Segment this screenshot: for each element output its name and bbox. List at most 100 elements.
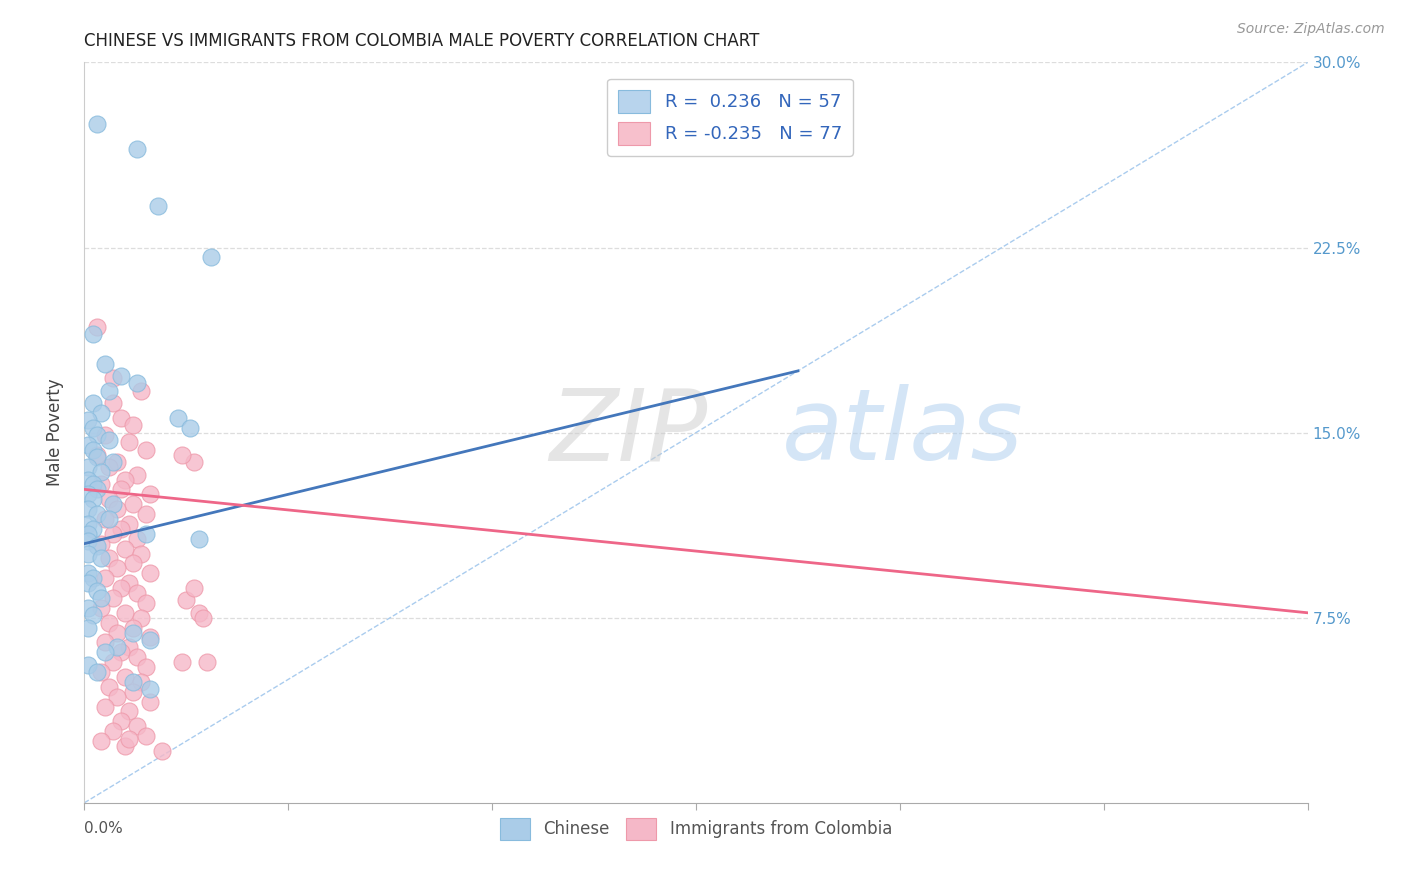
Point [105,640,128,655]
Point [82,442,104,457]
Point [97,433,120,447]
Point [101,396,124,410]
Point [131,384,153,398]
Point [138,695,160,709]
Legend: Chinese, Immigrants from Colombia: Chinese, Immigrants from Colombia [494,812,898,847]
Point [97,551,120,566]
Point [77,566,100,581]
Point [110,368,132,383]
Point [195,655,218,669]
Point [90,600,112,615]
Point [82,396,104,410]
Point [93,357,115,371]
Point [101,655,124,669]
Point [167,410,190,425]
Point [131,547,153,561]
Point [131,674,153,689]
Point [97,384,120,398]
Point [86,448,108,462]
Point [101,497,124,511]
Point [127,467,149,482]
Point [90,591,112,605]
Point [90,465,112,479]
Point [127,142,149,156]
Text: 0.0%: 0.0% [84,822,124,837]
Point [97,512,120,526]
Point [93,571,115,585]
Point [97,460,120,475]
Point [122,418,145,433]
Point [110,522,132,536]
Point [114,739,136,753]
Point [135,596,157,610]
Point [118,435,141,450]
Point [150,744,173,758]
Point [122,625,145,640]
Point [135,660,157,674]
Point [110,581,132,595]
Point [101,724,124,739]
Point [127,532,149,546]
Point [82,608,104,623]
Point [77,413,100,427]
Text: CHINESE VS IMMIGRANTS FROM COLOMBIA MALE POVERTY CORRELATION CHART: CHINESE VS IMMIGRANTS FROM COLOMBIA MALE… [84,32,759,50]
Y-axis label: Male Poverty: Male Poverty [45,379,63,486]
Point [127,719,149,733]
Point [146,198,169,212]
Point [90,734,112,748]
Point [110,410,132,425]
Point [77,487,100,501]
Point [135,442,157,457]
Point [118,705,141,719]
Point [86,665,108,679]
Point [172,448,194,462]
Point [114,473,136,487]
Point [93,699,115,714]
Point [90,536,112,550]
Point [187,532,209,546]
Point [105,625,128,640]
Point [110,645,132,659]
Point [90,406,112,420]
Point [97,615,120,630]
Point [77,600,100,615]
Point [101,371,124,385]
Point [127,376,149,391]
Point [77,460,100,475]
Point [122,674,145,689]
Point [101,526,124,541]
Point [86,539,108,553]
Point [118,576,141,591]
Point [77,657,100,672]
Point [174,593,197,607]
Text: ZIP: ZIP [550,384,707,481]
Text: atlas: atlas [782,384,1024,481]
Point [77,576,100,591]
Point [82,571,104,585]
Point [183,455,205,469]
Point [118,640,141,655]
Point [122,557,145,571]
Point [122,621,145,635]
Point [77,473,100,487]
Point [138,632,160,647]
Point [90,665,112,679]
Point [183,581,205,595]
Point [110,714,132,729]
Point [77,547,100,561]
Point [172,655,194,669]
Point [127,586,149,600]
Point [200,251,222,265]
Point [93,428,115,442]
Point [77,502,100,516]
Point [86,583,108,598]
Point [105,690,128,704]
Point [131,610,153,624]
Point [135,507,157,521]
Point [97,492,120,507]
Point [135,526,157,541]
Point [135,729,157,743]
Point [187,606,209,620]
Point [118,516,141,531]
Point [86,483,108,497]
